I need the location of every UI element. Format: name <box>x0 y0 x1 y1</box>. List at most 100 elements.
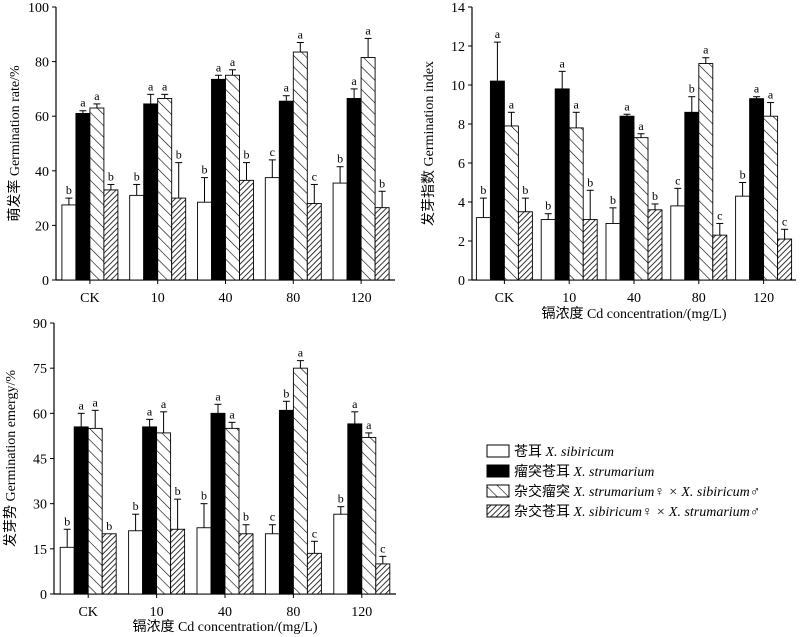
bar <box>197 201 212 281</box>
bar <box>619 115 635 281</box>
bar <box>698 63 714 281</box>
bar <box>292 51 308 281</box>
y-tick-label: 60 <box>35 110 49 125</box>
y-tick-label: 30 <box>33 498 47 513</box>
significance-letter: c <box>270 510 275 524</box>
bar <box>489 80 505 281</box>
bar <box>73 426 89 595</box>
bar <box>633 137 649 281</box>
significance-letter: b <box>480 183 486 197</box>
bar <box>375 563 391 595</box>
significance-letter: b <box>176 148 182 162</box>
y-tick-label: 80 <box>35 56 49 71</box>
y-tick-label: 40 <box>35 165 49 180</box>
bar <box>540 219 556 281</box>
bar <box>763 115 779 281</box>
bar <box>101 533 117 595</box>
y-tick-label: 75 <box>33 362 47 377</box>
significance-letter: a <box>215 389 221 403</box>
legend: 苍耳 X. sibiricum 瘤突苍耳 X. strumarium 杂交瘤突 … <box>486 444 760 520</box>
significance-letter: a <box>624 99 630 113</box>
bar <box>735 195 751 281</box>
bar <box>374 207 390 281</box>
bar <box>103 189 119 281</box>
significance-letter: a <box>230 55 236 69</box>
bar <box>684 111 700 281</box>
legend-swatch-0 <box>486 444 510 458</box>
bar <box>333 513 349 595</box>
x-tick-label: 80 <box>692 291 706 306</box>
bar <box>89 107 105 281</box>
y-tick-label: 0 <box>458 274 465 289</box>
significance-letter: b <box>106 519 112 533</box>
significance-letter: a <box>366 418 372 432</box>
bar <box>582 219 598 281</box>
x-tick-label: 120 <box>351 291 372 306</box>
significance-letter: a <box>162 79 168 93</box>
bar <box>128 530 144 595</box>
x-tick-label: 10 <box>151 291 165 306</box>
significance-letter: b <box>283 386 289 400</box>
chart-energy: 0 15 30 45 60 75 90 发芽势 Germination emergy/% CK b… <box>3 317 396 635</box>
x-tick-label: 120 <box>753 291 774 306</box>
y-tick-label: 10 <box>451 79 465 94</box>
legend-label-2: 杂交瘤突 X. strumarium♀ × X. sibiricum♂ <box>514 483 760 500</box>
bar <box>59 546 75 595</box>
significance-letter: a <box>79 398 85 412</box>
significance-letter: a <box>94 89 100 103</box>
y-tick-label: 6 <box>458 157 465 172</box>
bar <box>306 552 322 595</box>
y-tick-label: 0 <box>42 274 49 289</box>
significance-letter: b <box>175 484 181 498</box>
significance-letter: a <box>768 88 774 102</box>
significance-letter: a <box>216 60 222 74</box>
x-tick-label: 40 <box>219 291 233 306</box>
significance-letter: a <box>638 119 644 133</box>
y-tick-label: 20 <box>35 219 49 234</box>
y-tick-label: 60 <box>33 407 47 422</box>
bar <box>475 217 491 281</box>
significance-letter: a <box>560 56 566 70</box>
significance-letter: c <box>270 145 275 159</box>
bar <box>75 113 91 281</box>
bar <box>129 194 145 281</box>
y-tick-label: 15 <box>33 543 47 558</box>
bar <box>211 78 226 281</box>
legend-item-3: 杂交苍耳 X. sibiricum♀ × X. strumarium♂ <box>486 503 760 520</box>
bar <box>239 179 254 281</box>
significance-letter: b <box>133 499 139 513</box>
y-tick-label: 100 <box>28 1 49 16</box>
bar <box>292 367 308 595</box>
bar <box>142 426 158 595</box>
bar <box>712 234 728 281</box>
bar <box>503 125 519 281</box>
significance-letter: b <box>243 510 249 524</box>
significance-letter: a <box>509 97 515 111</box>
legend-swatch-2 <box>486 484 510 498</box>
significance-letter: b <box>108 169 114 183</box>
bar <box>264 177 280 281</box>
bar <box>143 103 159 281</box>
significance-letter: a <box>352 397 358 411</box>
significance-letter: a <box>148 79 154 93</box>
significance-letter: a <box>298 346 304 360</box>
bar <box>605 222 621 281</box>
significance-letter: a <box>298 27 304 41</box>
y-tick-label: 45 <box>33 453 47 468</box>
x-tick-label: CK <box>80 291 99 306</box>
bar <box>278 100 294 281</box>
legend-swatch-1 <box>486 464 510 478</box>
x-tick-label: 80 <box>286 291 300 306</box>
x-tick-label: 40 <box>218 605 232 620</box>
bar <box>171 197 187 281</box>
bar <box>346 98 362 281</box>
significance-letter: b <box>66 183 72 197</box>
significance-letter: a <box>574 97 580 111</box>
bar <box>238 533 254 595</box>
significance-letter: c <box>380 541 385 555</box>
significance-letter: a <box>754 82 760 96</box>
significance-letter: b <box>202 163 208 177</box>
